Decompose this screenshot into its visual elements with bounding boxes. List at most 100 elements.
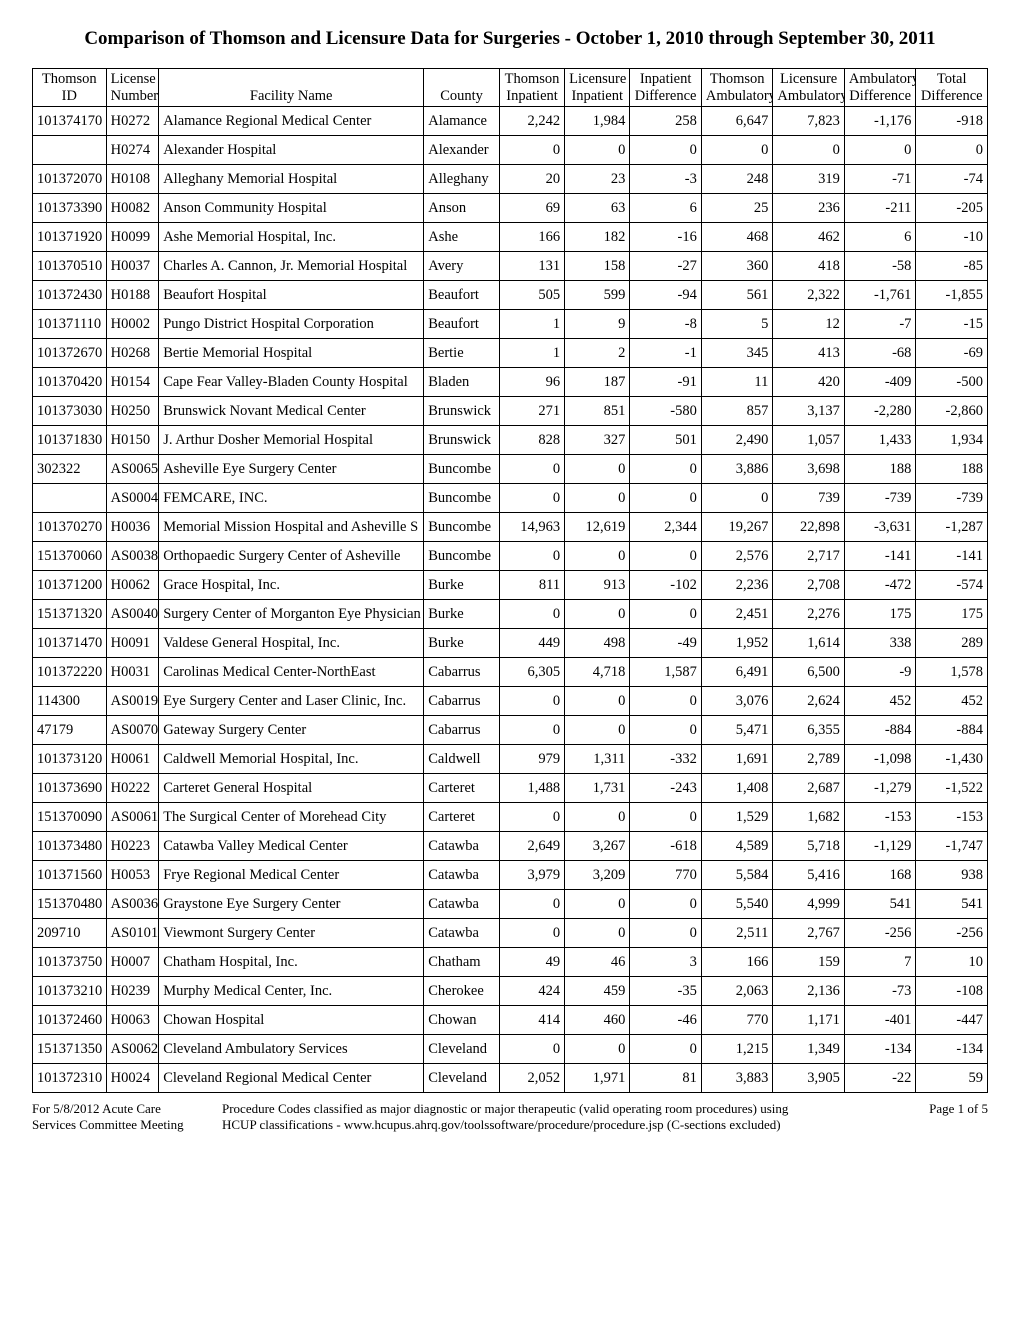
cell: 159	[773, 948, 845, 977]
cell: Ashe Memorial Hospital, Inc.	[159, 223, 424, 252]
cell: 187	[565, 368, 630, 397]
page-footer: For 5/8/2012 Acute Care Services Committ…	[32, 1101, 988, 1133]
cell: Beaufort	[424, 310, 500, 339]
cell: AS0038	[106, 542, 159, 571]
cell: 3	[630, 948, 702, 977]
cell: 151371350	[33, 1035, 107, 1064]
cell: AS0019	[106, 687, 159, 716]
cell: 0	[565, 803, 630, 832]
cell: Murphy Medical Center, Inc.	[159, 977, 424, 1006]
cell: -153	[844, 803, 916, 832]
cell: 9	[565, 310, 630, 339]
cell: -332	[630, 745, 702, 774]
cell: -1,430	[916, 745, 988, 774]
table-row: 151371320AS0040Surgery Center of Morgant…	[33, 600, 988, 629]
cell: 182	[565, 223, 630, 252]
table-row: 101374170H0272Alamance Regional Medical …	[33, 107, 988, 136]
cell: 3,886	[701, 455, 773, 484]
cell: 338	[844, 629, 916, 658]
footer-mid-1: Procedure Codes classified as major diag…	[222, 1101, 898, 1117]
cell: -574	[916, 571, 988, 600]
cell: 158	[565, 252, 630, 281]
cell: 413	[773, 339, 845, 368]
cell: 1,984	[565, 107, 630, 136]
cell: H0239	[106, 977, 159, 1006]
cell: -68	[844, 339, 916, 368]
cell: 12	[773, 310, 845, 339]
cell: 2,789	[773, 745, 845, 774]
cell: -211	[844, 194, 916, 223]
cell: 81	[630, 1064, 702, 1093]
cell: 101372460	[33, 1006, 107, 1035]
cell: -447	[916, 1006, 988, 1035]
table-row: 101373120H0061Caldwell Memorial Hospital…	[33, 745, 988, 774]
cell: 424	[499, 977, 564, 1006]
cell: 168	[844, 861, 916, 890]
cell: 501	[630, 426, 702, 455]
cell: AS0101	[106, 919, 159, 948]
cell: -102	[630, 571, 702, 600]
cell: -3	[630, 165, 702, 194]
cell: 5,718	[773, 832, 845, 861]
cell: 0	[630, 890, 702, 919]
cell: -71	[844, 165, 916, 194]
cell: -69	[916, 339, 988, 368]
cell: 49	[499, 948, 564, 977]
cell: -2,280	[844, 397, 916, 426]
cell: 1,614	[773, 629, 845, 658]
col-header-7: ThomsonAmbulatory	[701, 69, 773, 107]
cell: 6,647	[701, 107, 773, 136]
cell: 1,408	[701, 774, 773, 803]
cell: 0	[565, 136, 630, 165]
cell: 2	[565, 339, 630, 368]
cell: 0	[499, 687, 564, 716]
cell: H0024	[106, 1064, 159, 1093]
cell: 3,137	[773, 397, 845, 426]
cell: -1,522	[916, 774, 988, 803]
cell: -8	[630, 310, 702, 339]
cell: 0	[630, 136, 702, 165]
cell: 0	[630, 484, 702, 513]
cell: 248	[701, 165, 773, 194]
table-row: 151370060AS0038Orthopaedic Surgery Cente…	[33, 542, 988, 571]
cell: 151370090	[33, 803, 107, 832]
cell: Bertie	[424, 339, 500, 368]
cell: Brunswick	[424, 397, 500, 426]
cell: 0	[565, 484, 630, 513]
cell: Cleveland Ambulatory Services	[159, 1035, 424, 1064]
cell: AS0061	[106, 803, 159, 832]
cell: 2,767	[773, 919, 845, 948]
cell: 47179	[33, 716, 107, 745]
cell: 23	[565, 165, 630, 194]
footer-left-1: For 5/8/2012 Acute Care	[32, 1101, 202, 1117]
cell: 2,451	[701, 600, 773, 629]
table-body: 101374170H0272Alamance Regional Medical …	[33, 107, 988, 1093]
cell: AS0040	[106, 600, 159, 629]
cell: 258	[630, 107, 702, 136]
cell: Buncombe	[424, 513, 500, 542]
table-row: 101372310H0024Cleveland Regional Medical…	[33, 1064, 988, 1093]
cell: Charles A. Cannon, Jr. Memorial Hospital	[159, 252, 424, 281]
cell: 0	[773, 136, 845, 165]
cell: 4,999	[773, 890, 845, 919]
cell: 0	[499, 803, 564, 832]
cell: 6	[844, 223, 916, 252]
cell: Valdese General Hospital, Inc.	[159, 629, 424, 658]
cell: 345	[701, 339, 773, 368]
table-row: 101372460H0063Chowan HospitalChowan41446…	[33, 1006, 988, 1035]
cell: 101372310	[33, 1064, 107, 1093]
cell: 6,500	[773, 658, 845, 687]
cell: Cleveland	[424, 1035, 500, 1064]
cell: Caldwell	[424, 745, 500, 774]
cell: Beaufort	[424, 281, 500, 310]
cell: 101371470	[33, 629, 107, 658]
cell: 360	[701, 252, 773, 281]
cell: AS0004	[106, 484, 159, 513]
cell: Burke	[424, 600, 500, 629]
cell: 188	[844, 455, 916, 484]
cell: 1,578	[916, 658, 988, 687]
cell: 1	[499, 310, 564, 339]
cell: 7	[844, 948, 916, 977]
cell: -73	[844, 977, 916, 1006]
cell: 0	[499, 542, 564, 571]
